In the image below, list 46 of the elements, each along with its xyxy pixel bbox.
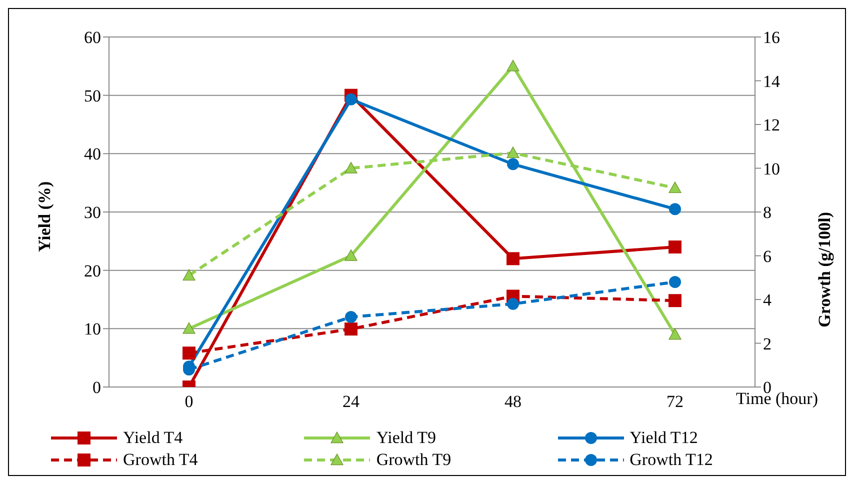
x-tick-label: 0 [184,392,194,412]
x-tick-label: 72 [666,392,684,412]
y-tick-label: 10 [84,320,101,339]
point [344,322,358,336]
y2-tick-label: 2 [763,334,772,354]
point [506,252,520,266]
point [507,298,519,310]
point [345,311,357,323]
x-tick-label: 24 [342,392,360,412]
y-tick-label: 50 [84,86,101,106]
point [668,328,682,340]
legend-label: Growth T12 [630,450,713,470]
point [506,60,520,72]
y-tick-label: 30 [84,203,101,222]
point [507,158,519,170]
legend-label: Growth T4 [123,450,198,470]
y-tick-label: 40 [84,144,101,164]
point [669,203,681,216]
y-tick-label: 0 [92,378,101,398]
y2-tick-label: 8 [763,203,772,222]
point [506,146,520,158]
y-tick-label: 20 [84,261,101,280]
legend-label: Yield T12 [630,428,698,448]
point [182,322,196,334]
point [668,294,682,308]
y2-tick-label: 14 [763,72,780,91]
point [344,249,358,261]
legend-label: Yield T9 [376,428,436,448]
point [182,269,196,281]
point [182,346,196,360]
y2-tick-label: 16 [763,28,780,48]
point [345,93,357,106]
legend-label: Growth T9 [376,450,452,470]
point [344,162,358,174]
x-tick-label: 48 [504,392,522,412]
y2-tick-label: 4 [763,290,772,310]
point [669,276,681,288]
y-tick-label: 60 [84,28,101,48]
point [668,182,682,194]
y2-tick-label: 12 [763,116,780,135]
y2-axis-title: Growth (g/100l) [815,212,834,328]
point [668,240,682,254]
y-axis-title: Yield (%) [35,181,54,252]
legend-label: Yield T4 [123,428,183,448]
y2-tick-label: 10 [763,159,780,178]
y2-tick-label: 6 [763,246,772,266]
